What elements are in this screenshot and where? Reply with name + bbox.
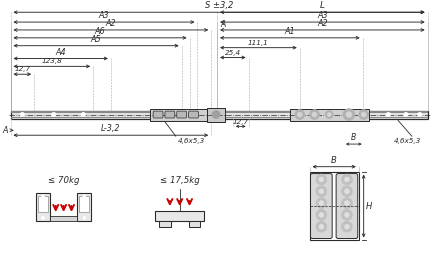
Bar: [78, 193, 91, 221]
Circle shape: [319, 224, 324, 229]
Text: 4,6x5,3: 4,6x5,3: [178, 138, 205, 144]
Text: H: H: [366, 201, 372, 211]
Bar: [38, 196, 48, 212]
Bar: [10, 111, 428, 113]
Circle shape: [319, 201, 324, 206]
Circle shape: [310, 110, 320, 119]
Circle shape: [344, 224, 349, 229]
Circle shape: [83, 216, 86, 219]
Bar: [10, 111, 428, 119]
Text: A6: A6: [95, 27, 106, 36]
Circle shape: [343, 109, 355, 121]
Text: A2: A2: [317, 19, 327, 28]
Circle shape: [319, 213, 324, 217]
Text: ≤ 70kg: ≤ 70kg: [48, 176, 79, 185]
Circle shape: [41, 216, 44, 219]
Circle shape: [295, 110, 305, 119]
Circle shape: [81, 112, 85, 117]
Text: 123,8: 123,8: [41, 58, 62, 64]
Circle shape: [325, 111, 333, 118]
Text: A3: A3: [317, 11, 327, 20]
Text: 12,7: 12,7: [14, 66, 31, 72]
Circle shape: [316, 221, 327, 232]
Circle shape: [316, 210, 327, 220]
Circle shape: [83, 195, 86, 198]
Circle shape: [344, 213, 349, 217]
Text: A5: A5: [91, 35, 102, 44]
Text: A2: A2: [106, 19, 116, 28]
Circle shape: [51, 112, 56, 117]
Circle shape: [341, 210, 352, 220]
Text: B: B: [331, 156, 337, 165]
Text: L-3,2: L-3,2: [101, 124, 121, 133]
Text: 4,6x5,3: 4,6x5,3: [394, 138, 422, 144]
FancyBboxPatch shape: [336, 174, 358, 239]
Circle shape: [344, 189, 349, 194]
Circle shape: [212, 111, 220, 118]
Text: A4: A4: [55, 48, 66, 56]
Text: 111,1: 111,1: [248, 40, 269, 46]
Bar: [188, 221, 201, 227]
Circle shape: [316, 198, 327, 208]
Circle shape: [316, 186, 327, 197]
Text: ≤ 17,5kg: ≤ 17,5kg: [160, 176, 200, 185]
Circle shape: [20, 112, 24, 117]
Circle shape: [297, 112, 302, 117]
Circle shape: [418, 112, 422, 117]
Text: S ±3,2: S ±3,2: [205, 1, 233, 10]
Circle shape: [404, 112, 408, 117]
Text: A: A: [2, 126, 7, 135]
FancyBboxPatch shape: [310, 174, 332, 239]
FancyBboxPatch shape: [165, 111, 175, 118]
Text: A: A: [220, 20, 225, 29]
Bar: [159, 221, 171, 227]
Circle shape: [341, 174, 352, 185]
Circle shape: [312, 112, 317, 117]
Bar: [155, 211, 204, 221]
Bar: [36, 193, 50, 221]
Circle shape: [327, 113, 331, 116]
Circle shape: [361, 112, 366, 117]
Circle shape: [386, 112, 390, 117]
Circle shape: [316, 174, 327, 185]
Bar: [79, 196, 89, 212]
Circle shape: [341, 186, 352, 197]
Text: L: L: [320, 1, 325, 10]
FancyBboxPatch shape: [177, 111, 187, 118]
Bar: [207, 108, 225, 122]
Bar: [150, 109, 207, 121]
Circle shape: [341, 221, 352, 232]
Circle shape: [359, 110, 368, 119]
Circle shape: [341, 198, 352, 208]
Circle shape: [344, 177, 349, 182]
Text: 25,4: 25,4: [225, 49, 241, 55]
Text: A3: A3: [99, 11, 109, 20]
Text: 12,7: 12,7: [233, 119, 249, 125]
Text: A1: A1: [285, 27, 295, 36]
Bar: [310, 172, 359, 240]
Text: B: B: [351, 133, 357, 142]
Circle shape: [319, 189, 324, 194]
Bar: [290, 109, 368, 121]
Bar: [10, 116, 428, 118]
Bar: [50, 216, 78, 221]
Circle shape: [41, 195, 44, 198]
Circle shape: [319, 177, 324, 182]
Circle shape: [344, 201, 349, 206]
Circle shape: [346, 112, 352, 118]
FancyBboxPatch shape: [153, 111, 163, 118]
FancyBboxPatch shape: [188, 111, 198, 118]
